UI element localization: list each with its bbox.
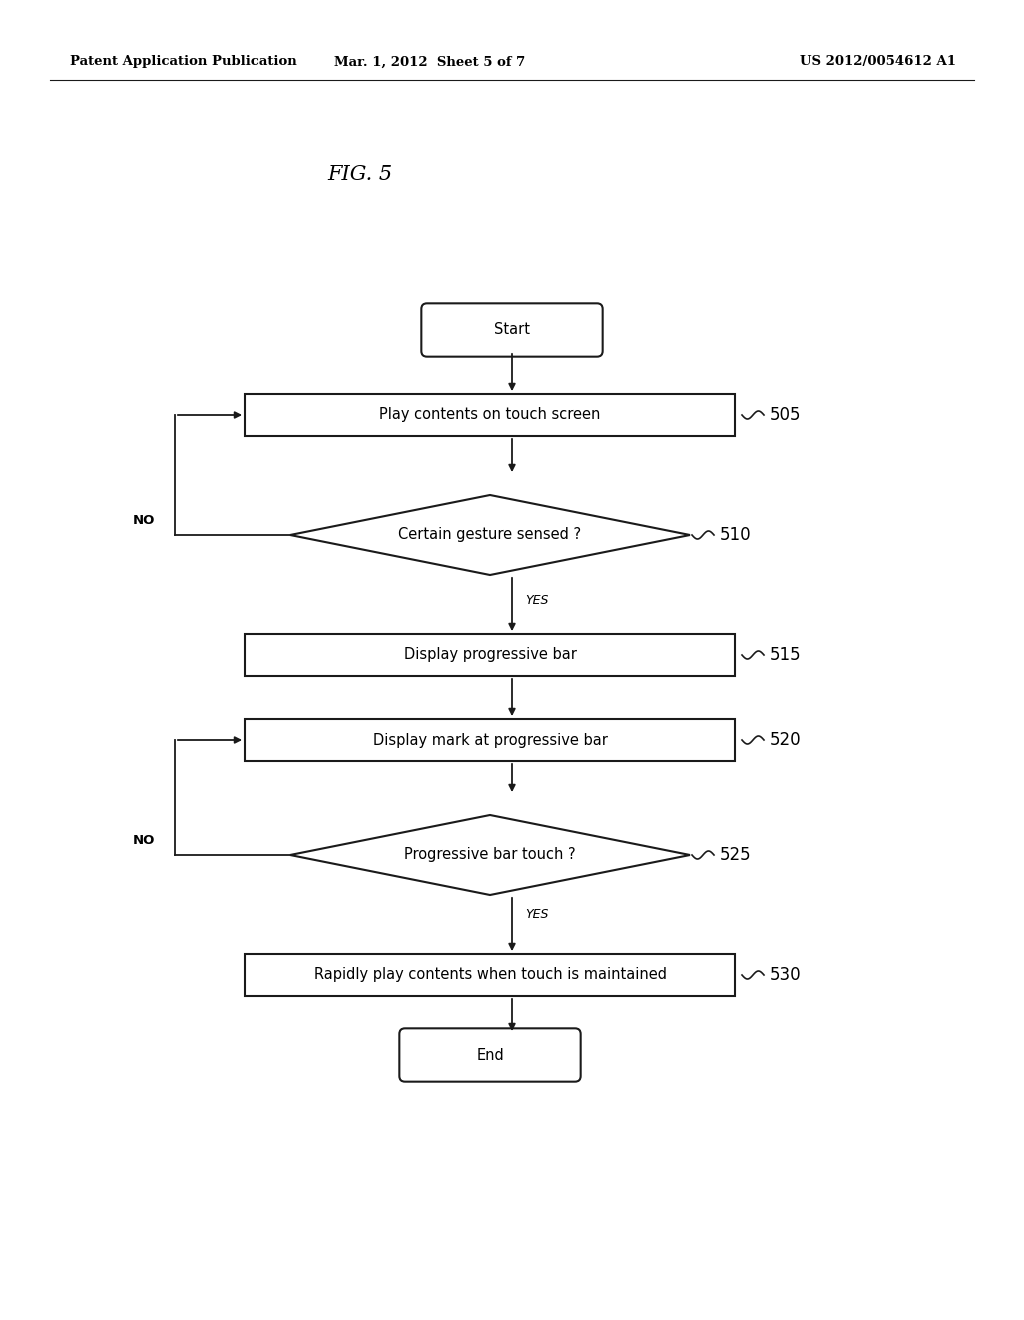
- Text: Start: Start: [494, 322, 530, 338]
- Text: 520: 520: [770, 731, 802, 748]
- Bar: [245, 719, 735, 762]
- Text: FIG. 5: FIG. 5: [328, 165, 392, 185]
- Bar: [245, 634, 735, 676]
- Text: Patent Application Publication: Patent Application Publication: [70, 55, 297, 69]
- Text: Certain gesture sensed ?: Certain gesture sensed ?: [398, 528, 582, 543]
- Text: Rapidly play contents when touch is maintained: Rapidly play contents when touch is main…: [313, 968, 667, 982]
- Text: NO: NO: [133, 513, 155, 527]
- Text: Play contents on touch screen: Play contents on touch screen: [379, 408, 601, 422]
- Polygon shape: [290, 495, 690, 576]
- Text: NO: NO: [133, 833, 155, 846]
- Text: Display progressive bar: Display progressive bar: [403, 648, 577, 663]
- Text: End: End: [476, 1048, 504, 1063]
- Polygon shape: [290, 814, 690, 895]
- Text: 505: 505: [770, 407, 802, 424]
- FancyBboxPatch shape: [421, 304, 603, 356]
- Text: 530: 530: [770, 966, 802, 983]
- Text: 525: 525: [720, 846, 752, 865]
- Text: Progressive bar touch ?: Progressive bar touch ?: [404, 847, 575, 862]
- Text: YES: YES: [525, 908, 549, 921]
- Text: YES: YES: [525, 594, 549, 606]
- Text: Display mark at progressive bar: Display mark at progressive bar: [373, 733, 607, 747]
- Bar: [245, 954, 735, 997]
- Text: US 2012/0054612 A1: US 2012/0054612 A1: [800, 55, 956, 69]
- Text: 510: 510: [720, 525, 752, 544]
- Text: Mar. 1, 2012  Sheet 5 of 7: Mar. 1, 2012 Sheet 5 of 7: [335, 55, 525, 69]
- FancyBboxPatch shape: [399, 1028, 581, 1081]
- Bar: [245, 393, 735, 436]
- Text: 515: 515: [770, 645, 802, 664]
